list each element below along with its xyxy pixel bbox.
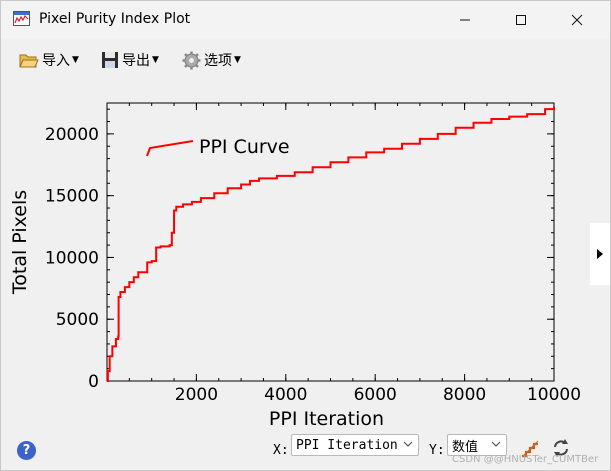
toolbar: 导入 ▼ 导出 ▼ — [1, 45, 610, 75]
y-axis-select-value: 数值 — [452, 439, 479, 455]
plot-app-icon — [13, 11, 30, 26]
options-menu-button[interactable]: 选项 ▼ — [182, 49, 241, 71]
help-icon[interactable]: ? — [17, 441, 36, 460]
title-bar: Pixel Purity Index Plot — [1, 1, 610, 39]
x-axis-select-value: PPI Iteration — [296, 437, 398, 453]
maximize-icon — [516, 15, 526, 25]
y-axis-select-label: Y: — [429, 443, 445, 458]
y-axis-select[interactable]: 数值 — [447, 434, 507, 456]
folder-open-icon — [19, 54, 39, 67]
legend-label-0: PPI Curve — [199, 136, 290, 158]
y-tick-label: 0 — [88, 372, 99, 392]
plot-area[interactable]: 2000 4000 6000 8000 10000 0 5000 10000 15000 2000… — [1, 81, 591, 431]
export-caret-icon: ▼ — [152, 55, 159, 65]
x-tick-label: 8000 — [443, 385, 486, 405]
import-caret-icon: ▼ — [72, 55, 79, 65]
side-panel-toggle[interactable] — [590, 223, 610, 285]
watermark-text: CSDN @@HNUSTer_CUMTBer — [452, 454, 599, 465]
options-caret-icon: ▼ — [234, 55, 241, 65]
x-axis-select[interactable]: PPI Iteration — [291, 434, 419, 456]
y-tick-label: 15000 — [45, 187, 99, 207]
y-tick-label: 5000 — [56, 310, 99, 330]
x-tick-label: 2000 — [175, 385, 218, 405]
maximize-button[interactable] — [498, 1, 544, 39]
bottom-bar: ? X: PPI Iteration Y: 数值 — [1, 433, 610, 469]
refresh-icon — [554, 439, 568, 457]
refresh-button[interactable] — [550, 437, 572, 459]
x-tick-label: 6000 — [354, 385, 397, 405]
close-button[interactable] — [554, 1, 600, 39]
close-icon — [571, 14, 583, 26]
import-menu-button[interactable]: 导入 ▼ — [19, 49, 79, 71]
line-style-tool-button[interactable] — [519, 437, 541, 459]
export-menu-button[interactable]: 导出 ▼ — [101, 49, 159, 71]
options-label: 选项 — [204, 53, 232, 69]
y-tick-label: 10000 — [45, 248, 99, 268]
import-label: 导入 — [42, 53, 70, 69]
y-tick-label: 20000 — [45, 125, 99, 145]
chevron-down-icon — [491, 441, 501, 447]
save-disk-icon — [102, 52, 118, 68]
minimize-icon — [460, 19, 470, 21]
y-axis-label: Total Pixels — [9, 190, 31, 295]
window-title: Pixel Purity Index Plot — [39, 11, 191, 27]
gear-icon — [182, 51, 201, 69]
x-tick-label: 10000 — [527, 385, 581, 405]
minimize-button[interactable] — [442, 1, 488, 39]
export-label: 导出 — [122, 53, 150, 69]
ppi-line-chart[interactable]: 2000 4000 6000 8000 10000 0 5000 10000 15000 2000… — [1, 81, 591, 431]
legend-line-0 — [146, 140, 194, 157]
staircase-icon — [521, 440, 539, 458]
x-tick-label: 4000 — [264, 385, 307, 405]
x-axis-select-label: X: — [273, 443, 289, 458]
chevron-down-icon — [403, 441, 413, 447]
triangle-right-icon — [597, 249, 603, 259]
x-axis-label: PPI Iteration — [269, 408, 384, 430]
series-line-0 — [106, 106, 555, 382]
